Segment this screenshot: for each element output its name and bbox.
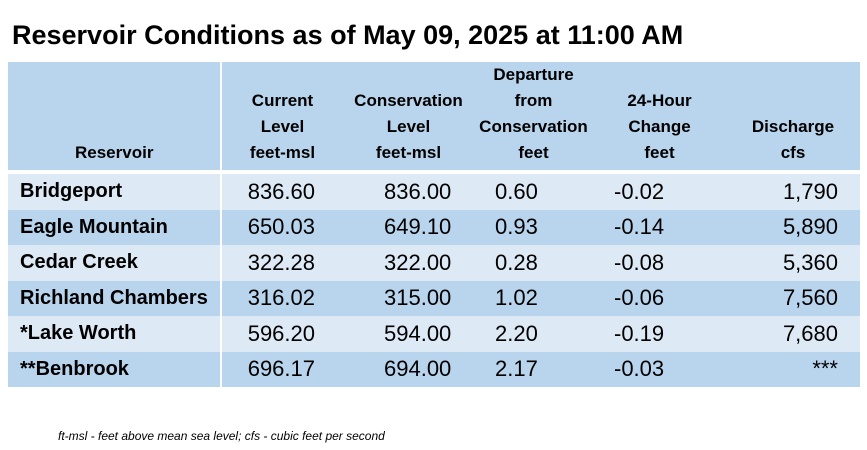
header-line: feet-msl [375, 143, 442, 162]
cell-current-level: 322.28 [222, 245, 343, 281]
cell-24-hour-change: -0.08 [593, 245, 726, 281]
cell-discharge: 5,890 [726, 209, 860, 245]
header-discharge: Discharge cfs [726, 62, 860, 170]
header-reservoir: Reservoir [8, 62, 220, 170]
header-line: cfs [780, 143, 806, 162]
cell-current-level: 696.17 [222, 351, 343, 387]
cell-24-hour-change: -0.06 [593, 280, 726, 316]
cell-reservoir: Eagle Mountain [8, 209, 220, 245]
cell-24-hour-change: -0.02 [593, 174, 726, 210]
cell-conservation-level: 694.00 [343, 351, 474, 387]
header-conservation-level: Conservation Level feet-msl [343, 62, 474, 170]
reservoir-table: Reservoir Current Level feet-msl Conserv… [8, 62, 860, 387]
cell-24-hour-change: -0.03 [593, 351, 726, 387]
header-line: Conservation [354, 91, 463, 110]
cell-conservation-level: 322.00 [343, 245, 474, 281]
table-header-row: Reservoir Current Level feet-msl Conserv… [8, 62, 860, 170]
header-line: Departure [493, 65, 574, 84]
cell-conservation-level: 315.00 [343, 280, 474, 316]
table-row: Richland Chambers 316.02 315.00 1.02 -0.… [8, 280, 860, 316]
header-line: 24-Hour [627, 91, 692, 110]
footnote: ft-msl - feet above mean sea level; cfs … [58, 429, 385, 443]
header-line: Level [260, 117, 305, 136]
table-row: Bridgeport 836.60 836.00 0.60 -0.02 1,79… [8, 174, 860, 210]
page-title: Reservoir Conditions as of May 09, 2025 … [12, 20, 684, 50]
table-row: Cedar Creek 322.28 322.00 0.28 -0.08 5,3… [8, 245, 860, 281]
column-divider [220, 174, 222, 210]
cell-reservoir: **Benbrook [8, 351, 220, 387]
cell-departure: 0.93 [474, 209, 593, 245]
cell-discharge: 5,360 [726, 245, 860, 281]
cell-reservoir: Bridgeport [8, 174, 220, 210]
header-line: Conservation [479, 117, 588, 136]
cell-departure: 0.28 [474, 245, 593, 281]
column-divider [220, 62, 222, 170]
cell-reservoir: Richland Chambers [8, 280, 220, 316]
header-line: feet-msl [249, 143, 316, 162]
cell-conservation-level: 649.10 [343, 209, 474, 245]
column-divider [220, 280, 222, 316]
header-line: feet [518, 143, 549, 162]
cell-current-level: 316.02 [222, 280, 343, 316]
header-departure: Departure from Conservation feet [474, 62, 593, 170]
cell-discharge: 1,790 [726, 174, 860, 210]
cell-departure: 2.20 [474, 316, 593, 352]
cell-departure: 1.02 [474, 280, 593, 316]
cell-discharge: 7,560 [726, 280, 860, 316]
cell-24-hour-change: -0.19 [593, 316, 726, 352]
header-line: Change [628, 117, 691, 136]
header-line: Level [386, 117, 431, 136]
cell-current-level: 596.20 [222, 316, 343, 352]
table-row: Eagle Mountain 650.03 649.10 0.93 -0.14 … [8, 209, 860, 245]
cell-reservoir: *Lake Worth [8, 316, 220, 352]
cell-current-level: 650.03 [222, 209, 343, 245]
cell-departure: 0.60 [474, 174, 593, 210]
header-24-hour-change: 24-Hour Change feet [593, 62, 726, 170]
cell-conservation-level: 594.00 [343, 316, 474, 352]
header-spacer [8, 170, 860, 174]
column-divider [220, 245, 222, 281]
cell-conservation-level: 836.00 [343, 174, 474, 210]
header-current-level: Current Level feet-msl [222, 62, 343, 170]
header-line: Current [251, 91, 314, 110]
table-row: *Lake Worth 596.20 594.00 2.20 -0.19 7,6… [8, 316, 860, 352]
cell-departure: 2.17 [474, 351, 593, 387]
column-divider [220, 316, 222, 352]
cell-current-level: 836.60 [222, 174, 343, 210]
cell-discharge: *** [726, 351, 860, 387]
header-line: Reservoir [75, 143, 154, 162]
header-line: Discharge [751, 117, 835, 136]
cell-discharge: 7,680 [726, 316, 860, 352]
header-line: feet [644, 143, 675, 162]
cell-reservoir: Cedar Creek [8, 245, 220, 281]
column-divider [220, 209, 222, 245]
header-line: from [514, 91, 553, 110]
column-divider [220, 351, 222, 387]
table-row: **Benbrook 696.17 694.00 2.17 -0.03 *** [8, 351, 860, 387]
cell-24-hour-change: -0.14 [593, 209, 726, 245]
